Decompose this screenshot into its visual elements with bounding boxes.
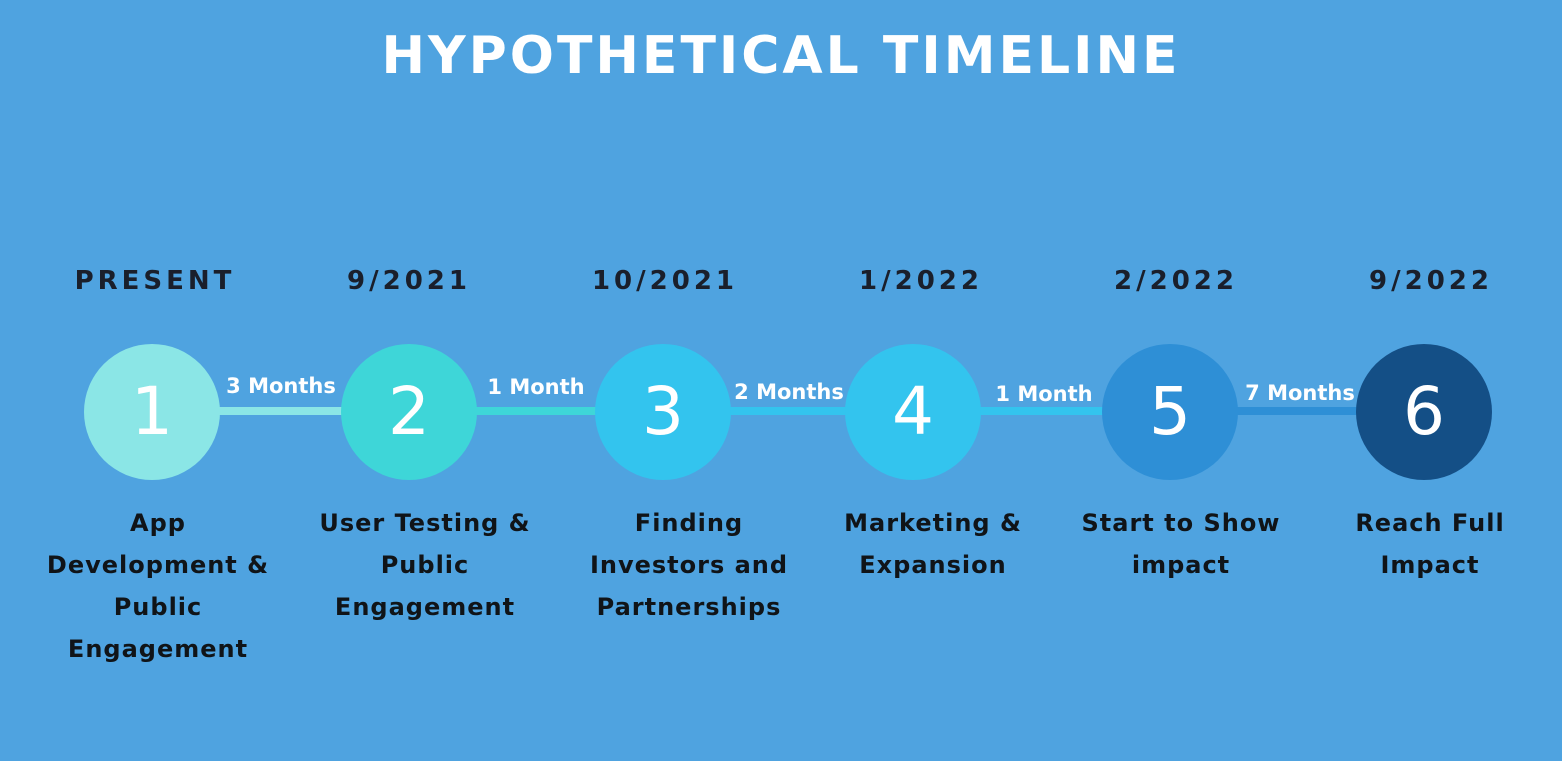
connector-5-6 bbox=[1220, 407, 1390, 415]
connector-4-5 bbox=[965, 407, 1135, 415]
connector-3-4 bbox=[710, 407, 880, 415]
connector-2-3 bbox=[455, 407, 625, 415]
duration-1-2: 3 Months bbox=[226, 374, 336, 398]
duration-4-5: 1 Month bbox=[995, 382, 1093, 406]
step-3-circle: 3 bbox=[595, 344, 731, 480]
step-2-label: User Testing & Public Engagement bbox=[319, 509, 531, 621]
duration-3-4: 2 Months bbox=[734, 380, 844, 404]
step-2-date: 9/2021 bbox=[347, 266, 471, 296]
step-6-date: 9/2022 bbox=[1369, 266, 1493, 296]
step-2-circle: 2 bbox=[341, 344, 477, 480]
duration-2-3: 1 Month bbox=[487, 375, 585, 399]
step-1-date: PRESENT bbox=[74, 266, 236, 296]
step-3-label: Finding Investors and Partnerships bbox=[589, 509, 789, 621]
step-6-circle: 6 bbox=[1356, 344, 1492, 480]
step-3-number: 3 bbox=[642, 373, 684, 450]
step-4-number: 4 bbox=[892, 373, 934, 450]
step-4-date: 1/2022 bbox=[859, 266, 983, 296]
step-5-label: Start to Show impact bbox=[1081, 509, 1281, 579]
step-2-number: 2 bbox=[388, 373, 430, 450]
step-6-number: 6 bbox=[1403, 373, 1445, 450]
step-4-circle: 4 bbox=[845, 344, 981, 480]
duration-5-6: 7 Months bbox=[1245, 381, 1355, 405]
step-3-date: 10/2021 bbox=[591, 266, 739, 296]
connector-1-2 bbox=[200, 407, 370, 415]
step-1-label: App Development & Public Engagement bbox=[46, 509, 270, 663]
step-5-date: 2/2022 bbox=[1114, 266, 1238, 296]
step-6-label: Reach Full Impact bbox=[1355, 509, 1505, 579]
page-title: HYPOTHETICAL TIMELINE bbox=[381, 26, 1181, 86]
step-5-number: 5 bbox=[1149, 373, 1191, 450]
step-1-number: 1 bbox=[131, 373, 173, 450]
step-4-label: Marketing & Expansion bbox=[844, 509, 1022, 579]
step-1-circle: 1 bbox=[84, 344, 220, 480]
step-5-circle: 5 bbox=[1102, 344, 1238, 480]
